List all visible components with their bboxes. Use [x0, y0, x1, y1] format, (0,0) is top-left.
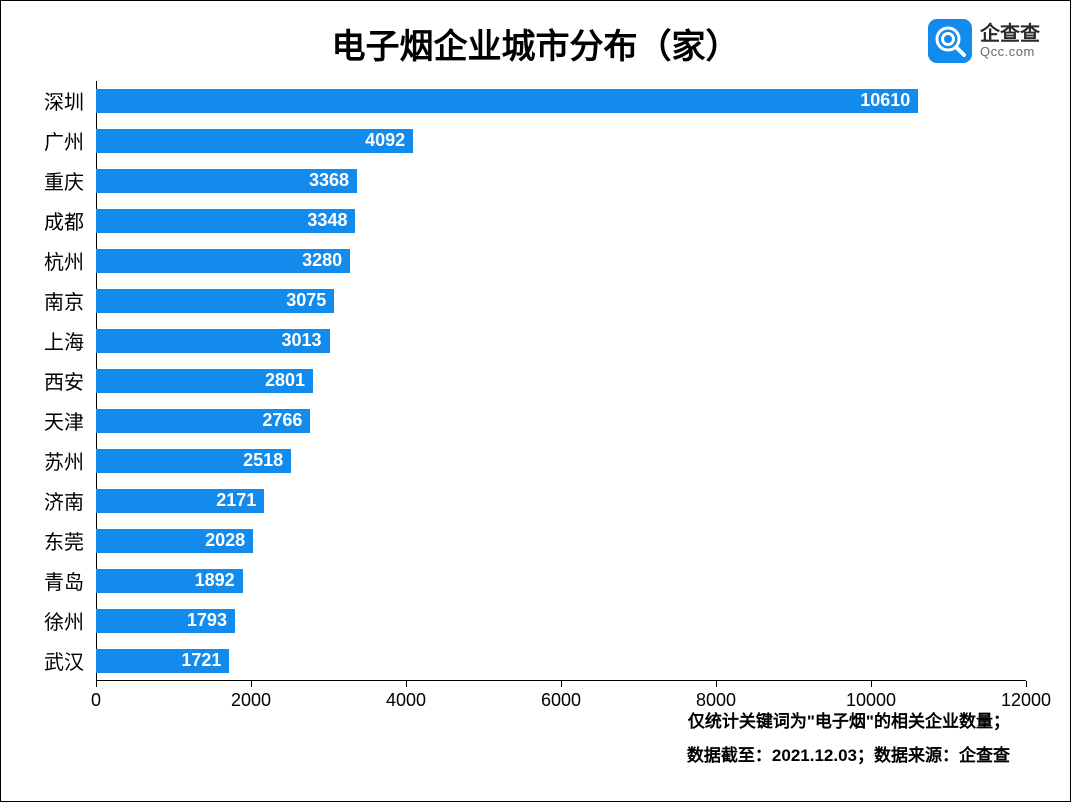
category-label: 广州	[44, 126, 96, 155]
bar-value: 2171	[216, 490, 256, 511]
bar-row: 广州4092	[96, 129, 1026, 154]
bar-row: 成都3348	[96, 209, 1026, 234]
chart-footnotes: 仅统计关键词为"电子烟"的相关企业数量； 数据截至：2021.12.03；数据来…	[687, 705, 1010, 773]
category-label: 东莞	[44, 526, 96, 555]
category-label: 武汉	[44, 646, 96, 675]
bar: 2171	[96, 489, 264, 514]
bar-value: 2801	[265, 370, 305, 391]
category-label: 青岛	[44, 566, 96, 595]
x-tick	[96, 681, 97, 687]
bar-value: 2518	[243, 450, 283, 471]
bar-value: 2028	[205, 530, 245, 551]
bar-row: 东莞2028	[96, 529, 1026, 554]
x-tick	[716, 681, 717, 687]
bar-row: 深圳10610	[96, 89, 1026, 114]
bar-row: 西安2801	[96, 369, 1026, 394]
x-tick-label: 6000	[541, 690, 581, 711]
bar-value: 1721	[181, 650, 221, 671]
bar: 2766	[96, 409, 310, 434]
bar: 3013	[96, 329, 330, 354]
category-label: 西安	[44, 366, 96, 395]
bar-row: 武汉1721	[96, 649, 1026, 674]
bar: 2028	[96, 529, 253, 554]
qcc-logo-icon	[928, 19, 972, 63]
x-tick-label: 4000	[386, 690, 426, 711]
bar-row: 济南2171	[96, 489, 1026, 514]
x-tick	[1026, 681, 1027, 687]
category-label: 上海	[44, 326, 96, 355]
x-tick	[406, 681, 407, 687]
logo-text-en: Qcc.com	[980, 45, 1040, 59]
bar-row: 青岛1892	[96, 569, 1026, 594]
bar-value: 3368	[309, 170, 349, 191]
bar: 1793	[96, 609, 235, 634]
bar: 1892	[96, 569, 243, 594]
bar-row: 苏州2518	[96, 449, 1026, 474]
bar: 10610	[96, 89, 918, 114]
category-label: 天津	[44, 406, 96, 435]
bar-row: 南京3075	[96, 289, 1026, 314]
bar-row: 上海3013	[96, 329, 1026, 354]
bar: 3368	[96, 169, 357, 194]
bar-value: 3075	[286, 290, 326, 311]
footnote-line: 仅统计关键词为"电子烟"的相关企业数量；	[687, 705, 1010, 739]
chart-area: 020004000600080001000012000深圳10610广州4092…	[96, 81, 1026, 681]
bar: 3348	[96, 209, 355, 234]
brand-logo: 企查查 Qcc.com	[928, 19, 1040, 63]
category-label: 徐州	[44, 606, 96, 635]
category-label: 深圳	[44, 86, 96, 115]
plot-region: 020004000600080001000012000深圳10610广州4092…	[96, 81, 1026, 681]
bar: 3075	[96, 289, 334, 314]
bar: 4092	[96, 129, 413, 154]
bar-value: 10610	[860, 90, 910, 111]
bar: 2801	[96, 369, 313, 394]
category-label: 杭州	[44, 246, 96, 275]
chart-title: 电子烟企业城市分布（家）	[1, 1, 1070, 68]
category-label: 济南	[44, 486, 96, 515]
bar-row: 杭州3280	[96, 249, 1026, 274]
category-label: 苏州	[44, 446, 96, 475]
bar-value: 4092	[365, 130, 405, 151]
bar-value: 3348	[307, 210, 347, 231]
category-label: 成都	[44, 206, 96, 235]
bar: 1721	[96, 649, 229, 674]
bar-value: 2766	[262, 410, 302, 431]
bar-row: 重庆3368	[96, 169, 1026, 194]
bar-value: 3013	[281, 330, 321, 351]
bar-value: 3280	[302, 250, 342, 271]
category-label: 重庆	[44, 166, 96, 195]
bar-value: 1892	[195, 570, 235, 591]
x-tick	[871, 681, 872, 687]
x-tick-label: 0	[91, 690, 101, 711]
bar: 3280	[96, 249, 350, 274]
x-tick-label: 2000	[231, 690, 271, 711]
logo-text-cn: 企查查	[980, 23, 1040, 45]
bar: 2518	[96, 449, 291, 474]
bar-row: 徐州1793	[96, 609, 1026, 634]
footnote-line: 数据截至：2021.12.03；数据来源：企查查	[687, 739, 1010, 773]
x-tick	[251, 681, 252, 687]
bar-value: 1793	[187, 610, 227, 631]
bar-row: 天津2766	[96, 409, 1026, 434]
x-tick	[561, 681, 562, 687]
category-label: 南京	[44, 286, 96, 315]
